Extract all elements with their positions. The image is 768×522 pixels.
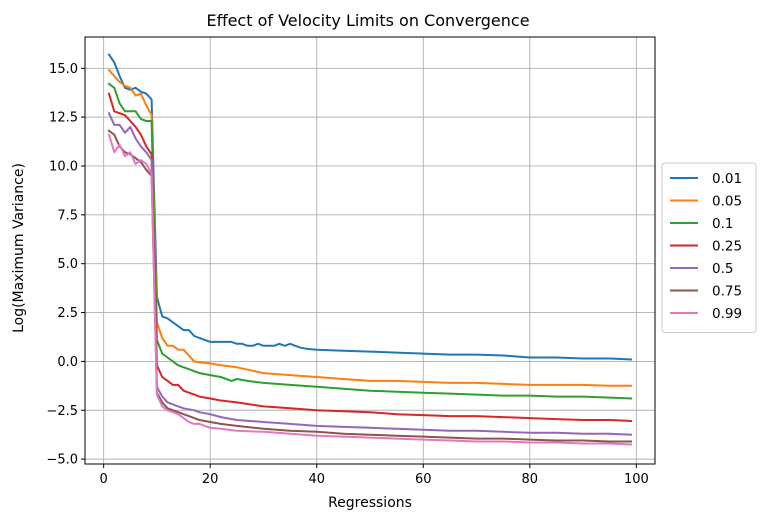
y-tick-label: 7.5	[57, 208, 78, 223]
legend-item: 0.1	[670, 216, 733, 232]
series-line-0.99	[107, 133, 633, 446]
y-tick-label: 5.0	[57, 257, 78, 272]
legend-item: 0.01	[670, 171, 742, 187]
y-tick-label: 2.5	[57, 306, 78, 321]
y-tick-label: −5.0	[46, 453, 78, 468]
legend-item: 0.5	[670, 261, 733, 277]
x-tick-label: 20	[202, 472, 219, 487]
legend-label: 0.99	[712, 306, 742, 322]
series-line-0.05	[107, 68, 632, 387]
legend-item: 0.05	[670, 194, 742, 210]
series-line-0.5	[107, 111, 633, 436]
legend-item: 0.75	[670, 284, 742, 300]
x-axis: 0 20 40 60 80 100	[100, 464, 649, 487]
chart-title: Effect of Velocity Limits on Convergence	[206, 11, 529, 30]
grid-lines	[85, 37, 655, 464]
legend-item: 0.25	[670, 239, 742, 255]
legend-label: 0.1	[712, 216, 733, 232]
legend: 0.01 0.05 0.1 0.25 0.5 0.75 0.99	[661, 162, 757, 333]
legend-item: 0.99	[670, 306, 742, 322]
y-tick-label: −2.5	[46, 404, 78, 419]
legend-label: 0.75	[712, 284, 742, 300]
y-axis-label: Log(Maximum Variance)	[11, 163, 27, 333]
legend-label: 0.25	[712, 239, 742, 255]
x-tick-label: 100	[624, 472, 649, 487]
x-tick-label: 80	[522, 472, 539, 487]
series-line-0.25	[107, 92, 633, 423]
y-tick-label: 10.0	[49, 159, 78, 174]
legend-label: 0.5	[712, 261, 733, 277]
x-axis-label: Regressions	[328, 495, 412, 511]
y-tick-label: 15.0	[49, 62, 78, 77]
y-tick-label: 12.5	[49, 111, 78, 126]
legend-label: 0.01	[712, 171, 742, 187]
series-line-0.1	[107, 82, 633, 400]
plot-frame	[84, 36, 656, 465]
x-tick-label: 60	[415, 472, 432, 487]
y-tick-label: 0.0	[57, 355, 78, 370]
x-tick-label: 0	[100, 472, 108, 487]
x-tick-label: 40	[308, 472, 325, 487]
legend-label: 0.05	[712, 194, 742, 210]
series-line-0.01	[107, 53, 633, 361]
y-axis: −5.0 −2.5 0.0 2.5 5.0 7.5 10.0 12.5 15.0	[46, 62, 85, 468]
series-line-0.75	[107, 129, 632, 443]
series-lines	[107, 53, 633, 446]
